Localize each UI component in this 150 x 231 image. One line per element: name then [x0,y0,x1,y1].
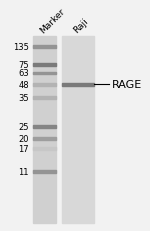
Bar [33,83,56,86]
Text: RAGE: RAGE [111,80,142,90]
Text: 17: 17 [18,144,29,153]
Bar [62,83,94,86]
Text: 25: 25 [18,122,29,131]
Bar [33,37,56,223]
Text: 20: 20 [18,134,29,143]
Text: Marker: Marker [39,7,67,35]
Text: 35: 35 [18,94,29,103]
Bar [33,97,56,99]
Bar [33,147,56,150]
Bar [33,46,56,49]
Text: 135: 135 [13,43,29,52]
Bar [33,125,56,128]
Text: 48: 48 [18,80,29,89]
Bar [33,63,56,66]
Text: Raji: Raji [72,17,90,35]
Text: 75: 75 [18,60,29,69]
Text: 63: 63 [18,69,29,78]
Bar [33,171,56,173]
Bar [62,37,94,223]
Text: 11: 11 [18,168,29,176]
Bar [33,72,56,75]
Bar [33,137,56,140]
